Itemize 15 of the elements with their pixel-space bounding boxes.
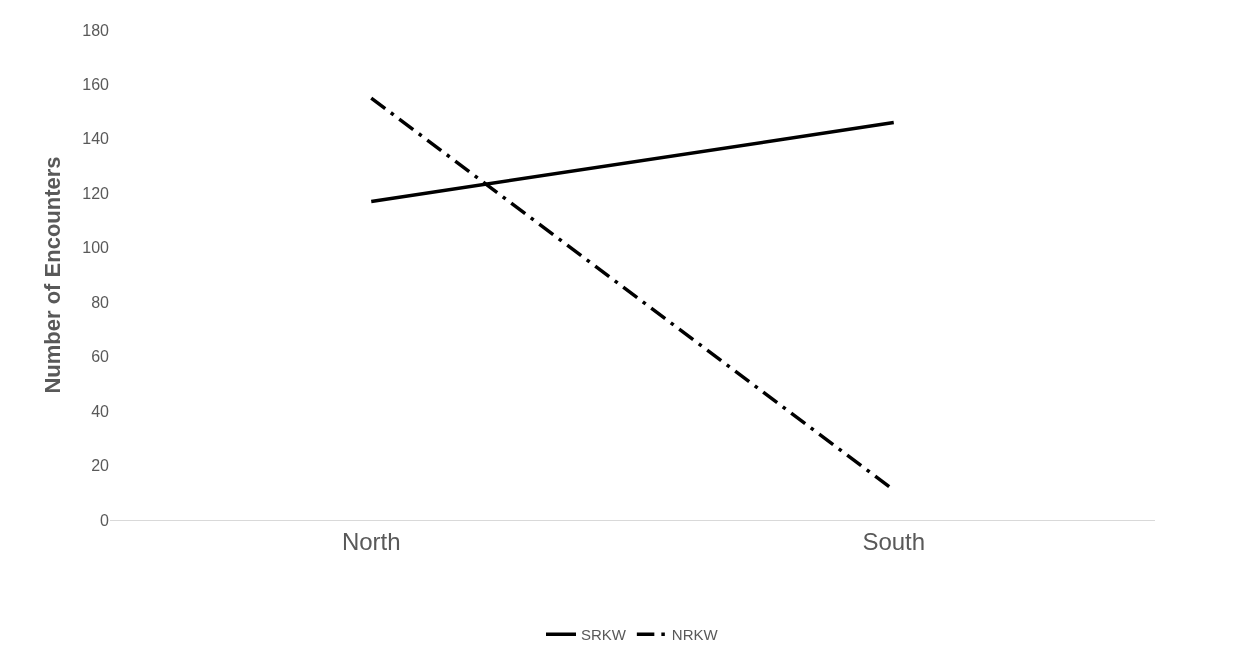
y-tick-label: 120 [82,184,110,202]
y-tick-label: 160 [82,76,110,94]
legend-label: SRKW [581,626,627,644]
x-tick-label: South [862,527,926,555]
y-tick-label: 80 [91,293,110,311]
y-tick-label: 20 [91,457,110,475]
y-tick-label: 100 [82,239,110,257]
y-axis-title: Number of Encounters [40,156,66,394]
y-tick-label: 60 [91,348,110,366]
legend-label: NRKW [671,626,719,644]
y-tick-label: 140 [82,130,110,148]
y-tick-label: 180 [82,21,110,39]
y-tick-label: 0 [100,511,110,529]
y-tick-label: 40 [91,402,110,420]
x-tick-label: North [341,527,401,555]
